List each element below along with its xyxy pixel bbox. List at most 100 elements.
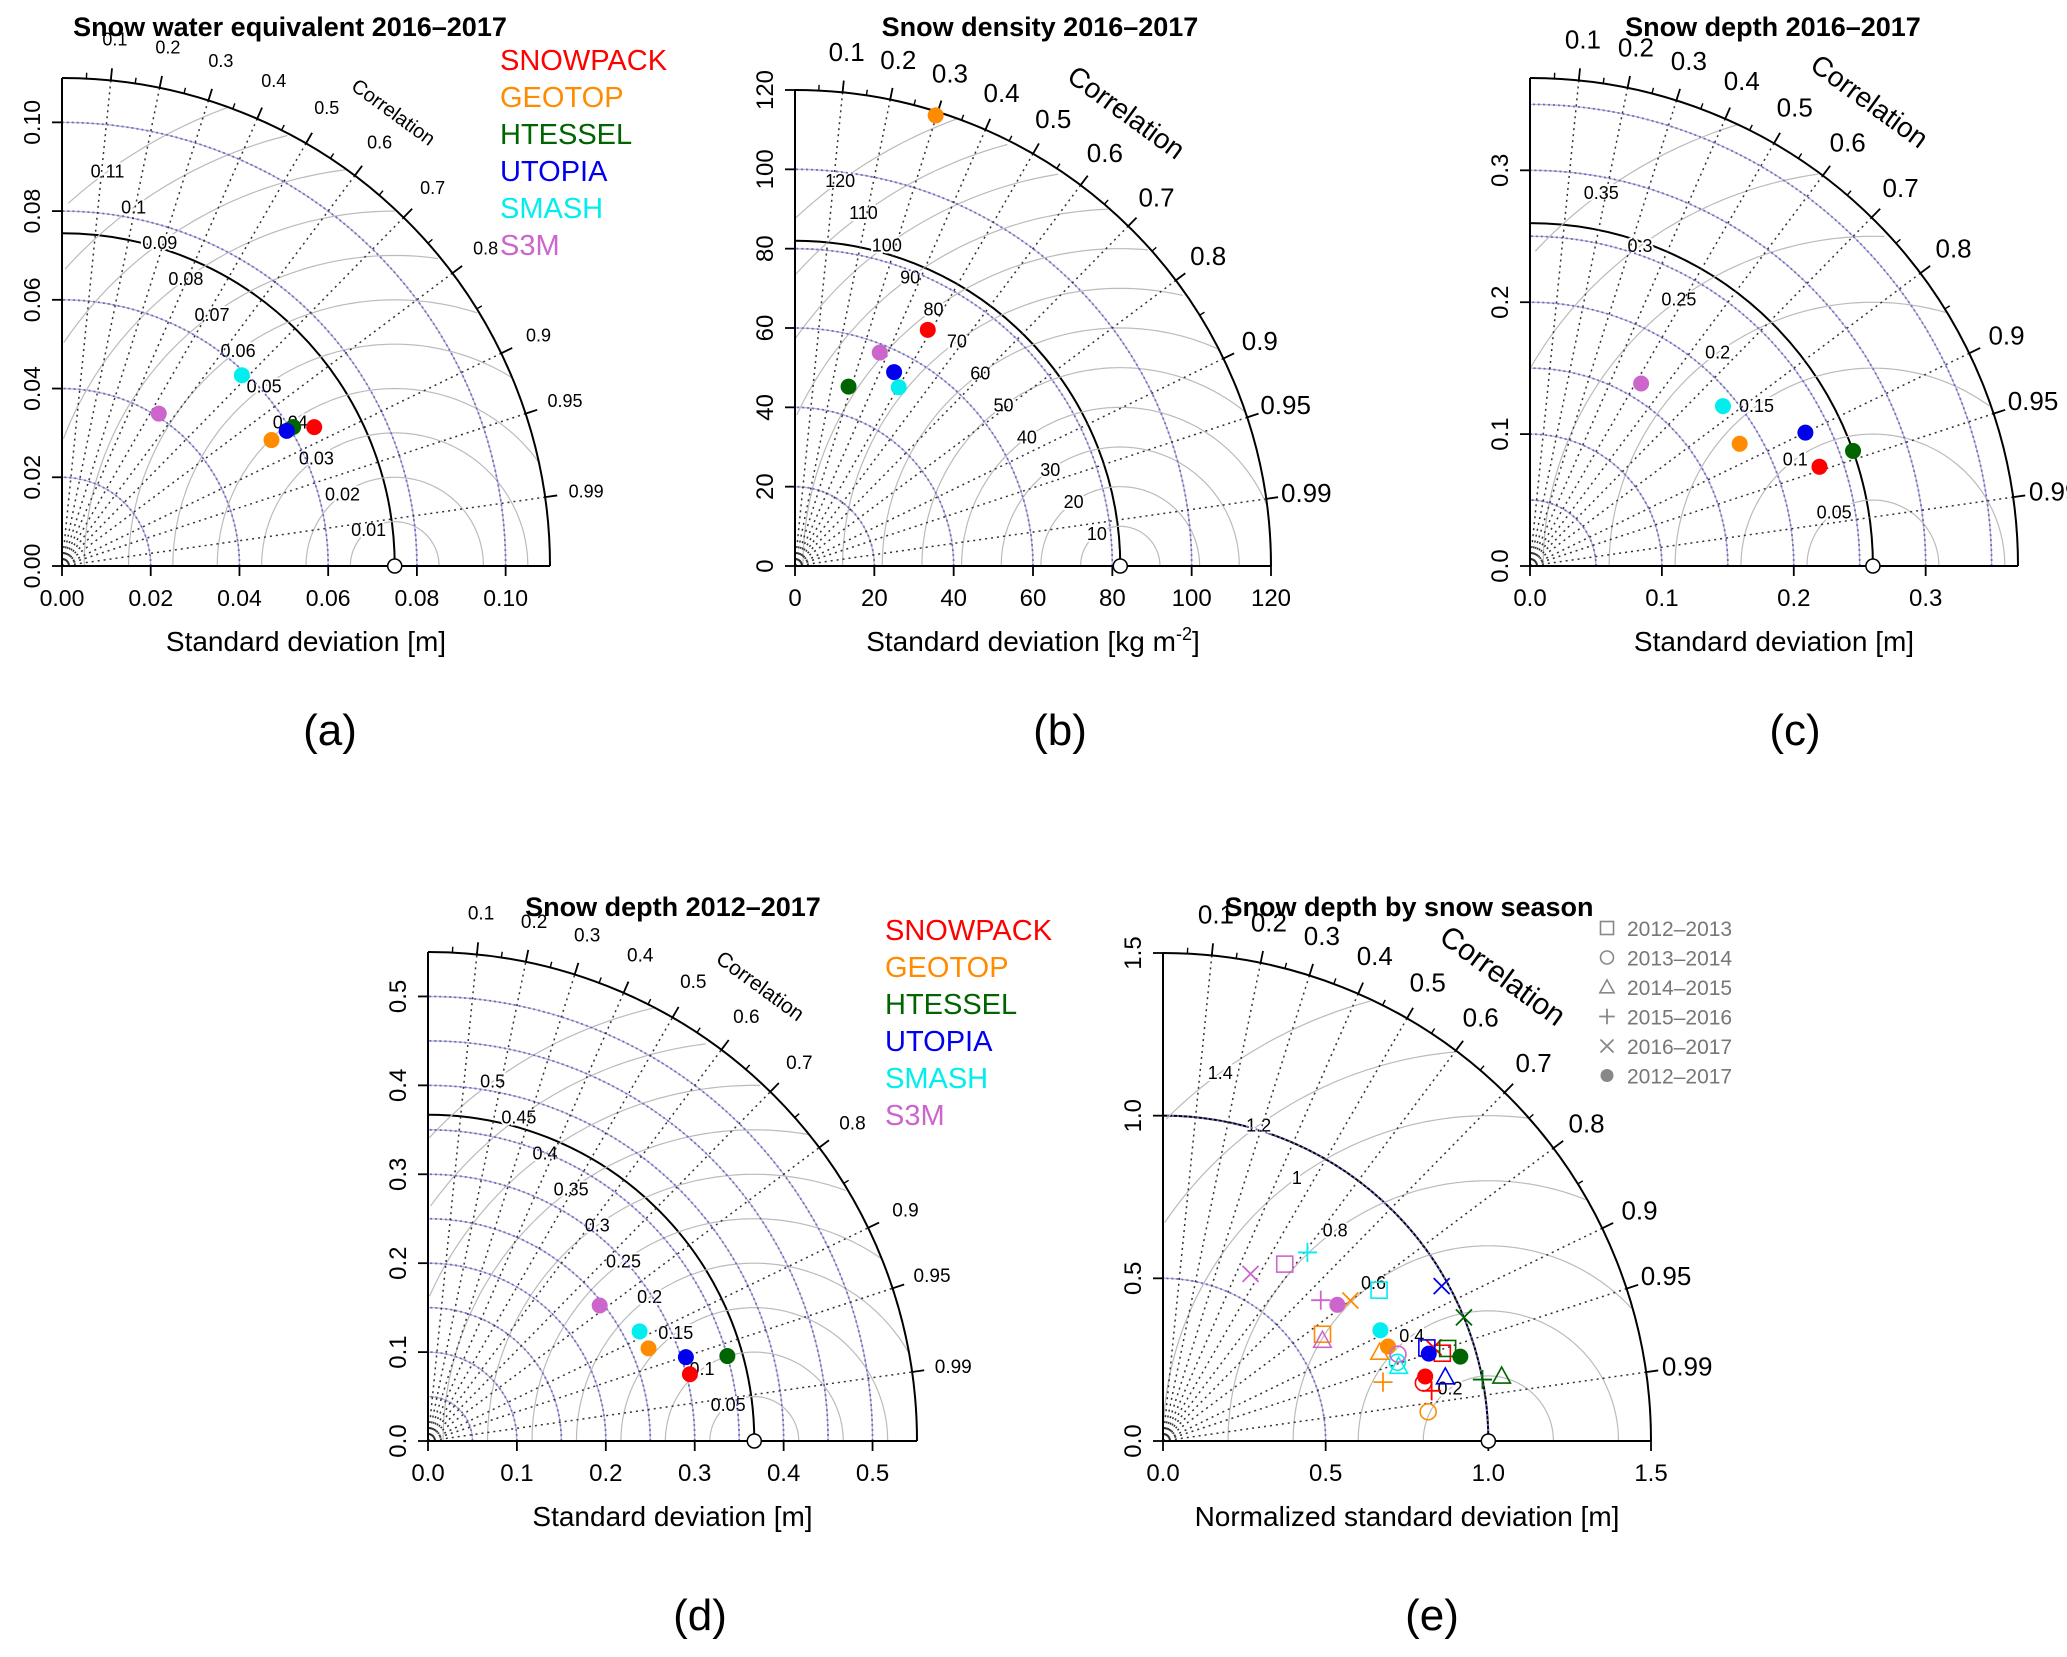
correlation-axis-label: Correlation: [712, 947, 809, 1026]
correlation-tick-label: 0.4: [261, 71, 286, 91]
sd-dotted-arc: [1529, 235, 1861, 567]
rms-contour-label: 0.2: [1705, 343, 1730, 363]
correlation-tick-label: 0.4: [627, 945, 654, 966]
correlation-line: [794, 153, 1034, 567]
x-tick-label: 0.0: [411, 1460, 444, 1487]
y-tick-label: 0.0: [385, 1424, 412, 1457]
x-axis-label-superscript: -2: [1176, 624, 1192, 644]
reference-sd-arc: [794, 239, 1122, 567]
rms-contour: [172, 343, 513, 566]
correlation-tick-label: 0.95: [2008, 386, 2059, 416]
rms-contour: [1162, 1115, 1529, 1441]
correlation-tick-label: 0.3: [932, 58, 968, 88]
x-tick-label: 0.0: [1146, 1460, 1179, 1487]
data-point-s3m: [1329, 1296, 1346, 1313]
sd-dotted-arc: [1529, 169, 1927, 567]
rms-contour: [881, 327, 1218, 566]
legend-geotop: GEOTOP: [885, 952, 1009, 984]
correlation-tick-label: 0.6: [1463, 1003, 1499, 1033]
rms-contour: [62, 210, 395, 440]
rms-contour: [1357, 1310, 1620, 1442]
sd-dotted-arc: [61, 298, 330, 567]
season-legend-marker: [1598, 978, 1616, 994]
rms-contour-label: 0.02: [325, 484, 360, 504]
data-point-geotop: [1379, 1338, 1396, 1355]
correlation-tick-label: 0.5: [1035, 104, 1071, 134]
y-tick-label: 0.1: [1487, 417, 1514, 450]
sd-dotted-arc: [427, 1217, 652, 1442]
y-tick-label: 120: [752, 70, 779, 110]
correlation-tick-label: 0.6: [1087, 138, 1123, 168]
data-point-htessel: [1472, 1369, 1493, 1390]
correlation-tick-label: 0.8: [839, 1113, 865, 1134]
data-point-smash: [1388, 1353, 1407, 1372]
rms-contour: [1806, 499, 1940, 566]
rms-contour: [709, 1395, 800, 1442]
legend-geotop: GEOTOP: [500, 82, 624, 114]
correlation-line: [1529, 87, 1629, 567]
rms-contour: [487, 1173, 846, 1441]
rms-contour-label: 20: [1064, 492, 1084, 512]
sd-dotted-arc: [427, 1351, 518, 1442]
season-legend-marker: [1599, 1008, 1615, 1025]
correlation-line: [61, 100, 210, 567]
data-point-smash: [631, 1323, 648, 1340]
correlation-tick-label: 0.99: [1281, 478, 1332, 508]
panel-label: (c): [1769, 706, 1820, 755]
correlation-tick-label: 0.5: [314, 98, 339, 118]
x-tick-label: 0.00: [40, 585, 85, 611]
sd-dotted-arc: [794, 168, 1193, 567]
sd-dotted-arc: [1529, 499, 1597, 567]
correlation-line: [61, 496, 546, 567]
x-tick-label: 0.1: [1645, 585, 1678, 612]
correlation-tick-label: 0.6: [367, 133, 392, 153]
x-tick-label: 0.5: [1309, 1460, 1342, 1487]
correlation-tick-label: 0.4: [984, 78, 1020, 108]
correlation-tick: [2012, 494, 2026, 499]
correlation-line: [794, 225, 1129, 567]
sd-dotted-arc: [427, 1084, 785, 1442]
rms-contour: [127, 299, 478, 567]
rms-contour-label: 0.11: [91, 161, 125, 181]
rms-contour: [1080, 525, 1161, 566]
data-point-geotop: [927, 107, 944, 124]
correlation-tick-label: 0.7: [1883, 173, 1919, 203]
data-point-s3m: [150, 405, 167, 422]
y-tick-label: 60: [752, 315, 779, 342]
correlation-tick-label: 0.7: [786, 1053, 812, 1074]
correlation-line: [794, 92, 844, 567]
panel-label: (b): [1033, 706, 1087, 755]
data-point-s3m: [1241, 1265, 1260, 1283]
rms-contour: [1000, 446, 1240, 567]
correlation-line: [1162, 1371, 1647, 1442]
sd-gridline: [61, 387, 241, 567]
taylor-panel-d: 0.05 0.1 0.15 0.2 0.25 0.3 0.35 0.4 0.45 0.5 0.1 0.…: [385, 892, 1053, 1532]
rms-contour: [67, 106, 229, 204]
panel-title: Snow depth 2012–2017: [525, 892, 821, 922]
y-tick-label: 0.06: [19, 277, 45, 322]
rms-contour: [305, 476, 485, 567]
x-tick-label: 0.08: [395, 585, 440, 611]
sd-dotted-arc: [1529, 367, 1729, 567]
rms-contour-label: 0.4: [1399, 1326, 1424, 1346]
correlation-line: [61, 216, 405, 567]
x-tick-label: 80: [1099, 585, 1126, 612]
correlation-tick-label: 0.5: [1777, 93, 1813, 123]
correlation-tick: [1266, 496, 1279, 500]
panel-title: Snow density 2016–2017: [882, 12, 1199, 42]
rms-contour: [1227, 1180, 1587, 1441]
data-point-geotop: [263, 432, 280, 449]
correlation-line: [427, 974, 576, 1442]
data-point-htessel: [1845, 442, 1862, 459]
legend-htessel: HTESSEL: [885, 989, 1017, 1021]
correlation-tick: [911, 1369, 925, 1373]
y-tick-label: 0.00: [19, 544, 45, 589]
rms-contour: [664, 1351, 844, 1441]
legend-snowpack: SNOWPACK: [500, 45, 668, 77]
data-point-geotop: [1313, 1325, 1332, 1344]
correlation-line: [794, 129, 987, 567]
rms-contour-label: 1.4: [1208, 1063, 1233, 1083]
season-legend-label: 2014–2015: [1627, 977, 1732, 1000]
x-tick-label: 1.5: [1634, 1460, 1667, 1487]
season-legend-marker: [1599, 1038, 1615, 1054]
